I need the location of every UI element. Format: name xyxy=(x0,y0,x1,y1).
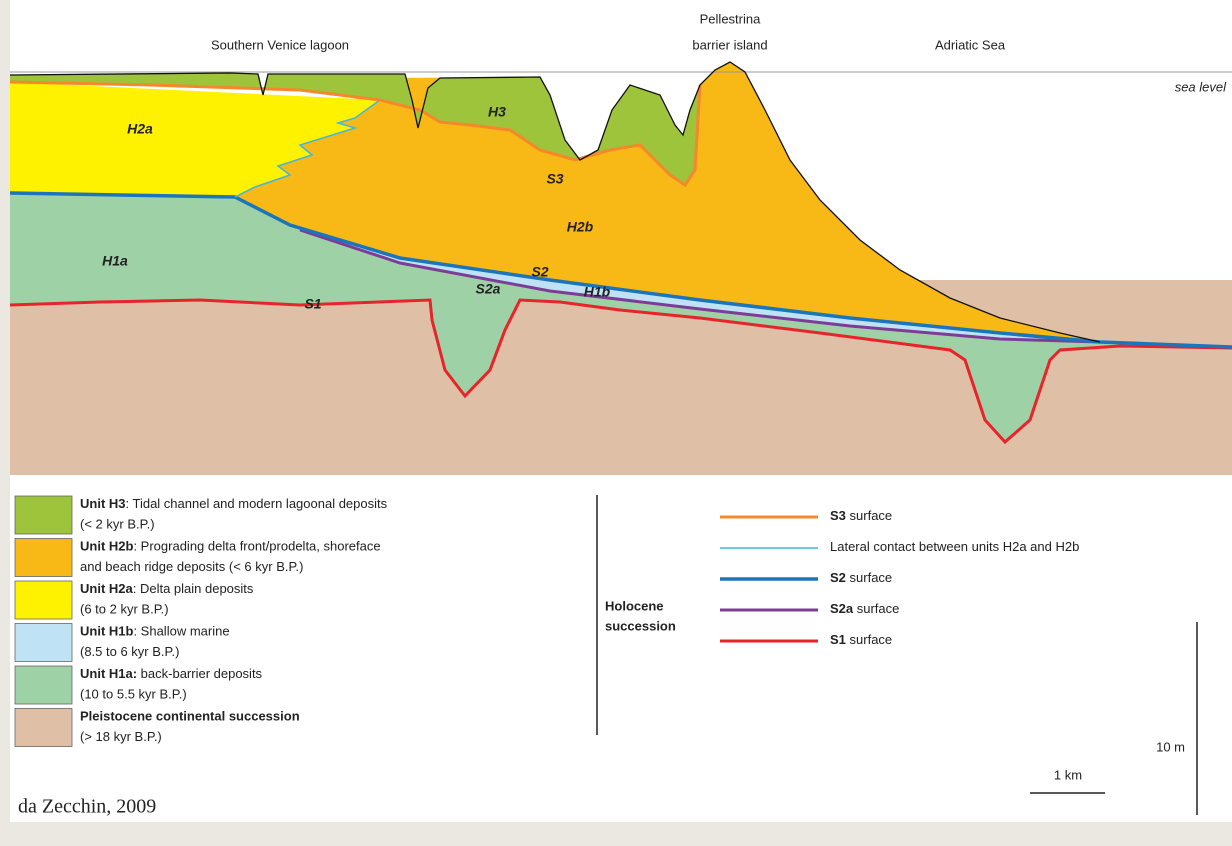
legend-description: surface xyxy=(846,508,892,523)
unit-label: S2 xyxy=(531,264,548,280)
legend-description: Lateral contact between units H2a and H2… xyxy=(830,539,1079,554)
legend-text: S2a surface xyxy=(830,601,899,616)
header-label: Pellestrina xyxy=(700,11,761,26)
header-label: barrier island xyxy=(692,37,767,52)
legend-name: Unit H2a xyxy=(80,581,134,596)
page: Southern Venice lagoon Pellestrina barri… xyxy=(0,0,1232,846)
legend-name: Pleistocene continental succession xyxy=(80,709,300,724)
legend-description: surface xyxy=(846,632,892,647)
unit-label: S1 xyxy=(304,296,321,312)
legend-swatch xyxy=(15,496,72,534)
legend-text: Unit H3: Tidal channel and modern lagoon… xyxy=(80,496,388,511)
legend-name: Unit H2b xyxy=(80,539,134,554)
unit-label: S2a xyxy=(476,281,501,297)
legend-name: Unit H1b xyxy=(80,624,134,639)
legend-text: Unit H2a: Delta plain deposits xyxy=(80,581,254,596)
legend-swatch xyxy=(15,709,72,747)
legend-name: Unit H3 xyxy=(80,496,126,511)
legend-swatch xyxy=(15,666,72,704)
sea-level-label: sea level xyxy=(1175,79,1227,94)
legend-description: back-barrier deposits xyxy=(137,666,262,681)
unit-label: H2b xyxy=(567,219,594,235)
legend-description: surface xyxy=(846,570,892,585)
legend-name: S3 xyxy=(830,508,846,523)
horizontal-scale-label: 1 km xyxy=(1054,767,1082,782)
legend-detail: (6 to 2 kyr B.P.) xyxy=(80,601,169,616)
legend-swatch xyxy=(15,581,72,619)
legend-description: : Delta plain deposits xyxy=(133,581,254,596)
credit: da Zecchin, 2009 xyxy=(18,796,156,818)
unit-label: S3 xyxy=(546,171,563,187)
header-label: Southern Venice lagoon xyxy=(211,37,349,52)
legend-text: Unit H2b: Prograding delta front/prodelt… xyxy=(80,539,381,554)
group-label: succession xyxy=(605,618,676,633)
legend-text: S2 surface xyxy=(830,570,892,585)
vertical-scale-label: 10 m xyxy=(1156,739,1185,754)
legend-text: Unit H1b: Shallow marine xyxy=(80,624,230,639)
legend-detail: (> 18 kyr B.P.) xyxy=(80,729,162,744)
group-label: Holocene xyxy=(605,598,664,613)
legend-text: Unit H1a: back-barrier deposits xyxy=(80,666,263,681)
legend-name: S2a xyxy=(830,601,854,616)
legend-description: : Tidal channel and modern lagoonal depo… xyxy=(126,496,388,511)
unit-label: H2a xyxy=(127,121,153,137)
figure: Southern Venice lagoon Pellestrina barri… xyxy=(0,0,1232,846)
legend-description: surface xyxy=(853,601,899,616)
legend-swatch xyxy=(15,539,72,577)
legend-detail: (< 2 kyr B.P.) xyxy=(80,516,155,531)
unit-label: H1b xyxy=(584,284,611,300)
legend-description: : Prograding delta front/prodelta, shore… xyxy=(133,539,380,554)
legend-text: Lateral contact between units H2a and H2… xyxy=(830,539,1079,554)
legend-text: S1 surface xyxy=(830,632,892,647)
legend-detail: (8.5 to 6 kyr B.P.) xyxy=(80,644,179,659)
header-label: Adriatic Sea xyxy=(935,37,1006,52)
unit-label: H1a xyxy=(102,253,128,269)
legend-text: S3 surface xyxy=(830,508,892,523)
legend-name: S2 xyxy=(830,570,846,585)
legend-swatch xyxy=(15,624,72,662)
legend-text: Pleistocene continental succession xyxy=(80,709,300,724)
legend-detail: and beach ridge deposits (< 6 kyr B.P.) xyxy=(80,559,303,574)
legend-detail: (10 to 5.5 kyr B.P.) xyxy=(80,686,187,701)
unit-label: H3 xyxy=(488,104,506,120)
legend-name: Unit H1a: xyxy=(80,666,137,681)
legend-description: : Shallow marine xyxy=(133,624,229,639)
legend-name: S1 xyxy=(830,632,846,647)
